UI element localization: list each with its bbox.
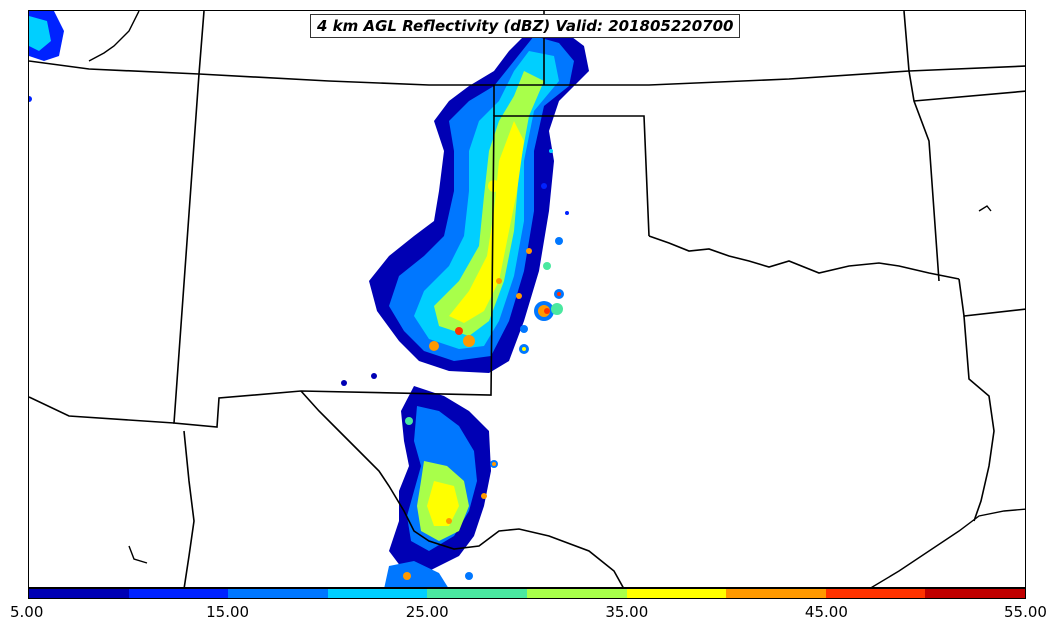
colorbar-segment xyxy=(128,589,229,598)
map-panel xyxy=(28,10,1026,588)
colorbar-segment xyxy=(726,589,826,598)
coastline xyxy=(88,11,1025,587)
storm-cluster-northwest xyxy=(29,11,64,102)
colorbar-tick-label: 25.00 xyxy=(405,603,449,621)
colorbar-segment xyxy=(327,589,428,598)
reflectivity-colorbar xyxy=(28,588,1026,599)
map-title: 4 km AGL Reflectivity (dBZ) Valid: 20180… xyxy=(310,14,741,38)
reflectivity-map xyxy=(29,11,1025,587)
colorbar-tick-label: 35.00 xyxy=(605,603,649,621)
storm-cluster-south xyxy=(384,386,498,587)
colorbar-tick-label: 55.00 xyxy=(1004,603,1047,621)
colorbar-tick-label: 15.00 xyxy=(206,603,250,621)
colorbar-segment xyxy=(825,589,926,598)
colorbar-segment xyxy=(526,589,627,598)
storm-cluster-north xyxy=(369,26,589,373)
colorbar-segment xyxy=(925,589,1025,598)
colorbar-tick-label: 45.00 xyxy=(804,603,848,621)
colorbar-tick-label: 5.00 xyxy=(10,603,44,621)
colorbar-segment xyxy=(29,589,129,598)
colorbar-segment xyxy=(427,589,527,598)
colorbar-segment xyxy=(228,589,328,598)
state-boundaries xyxy=(29,11,1025,587)
storm-cells-scattered xyxy=(341,149,569,386)
colorbar-segment xyxy=(626,589,727,598)
